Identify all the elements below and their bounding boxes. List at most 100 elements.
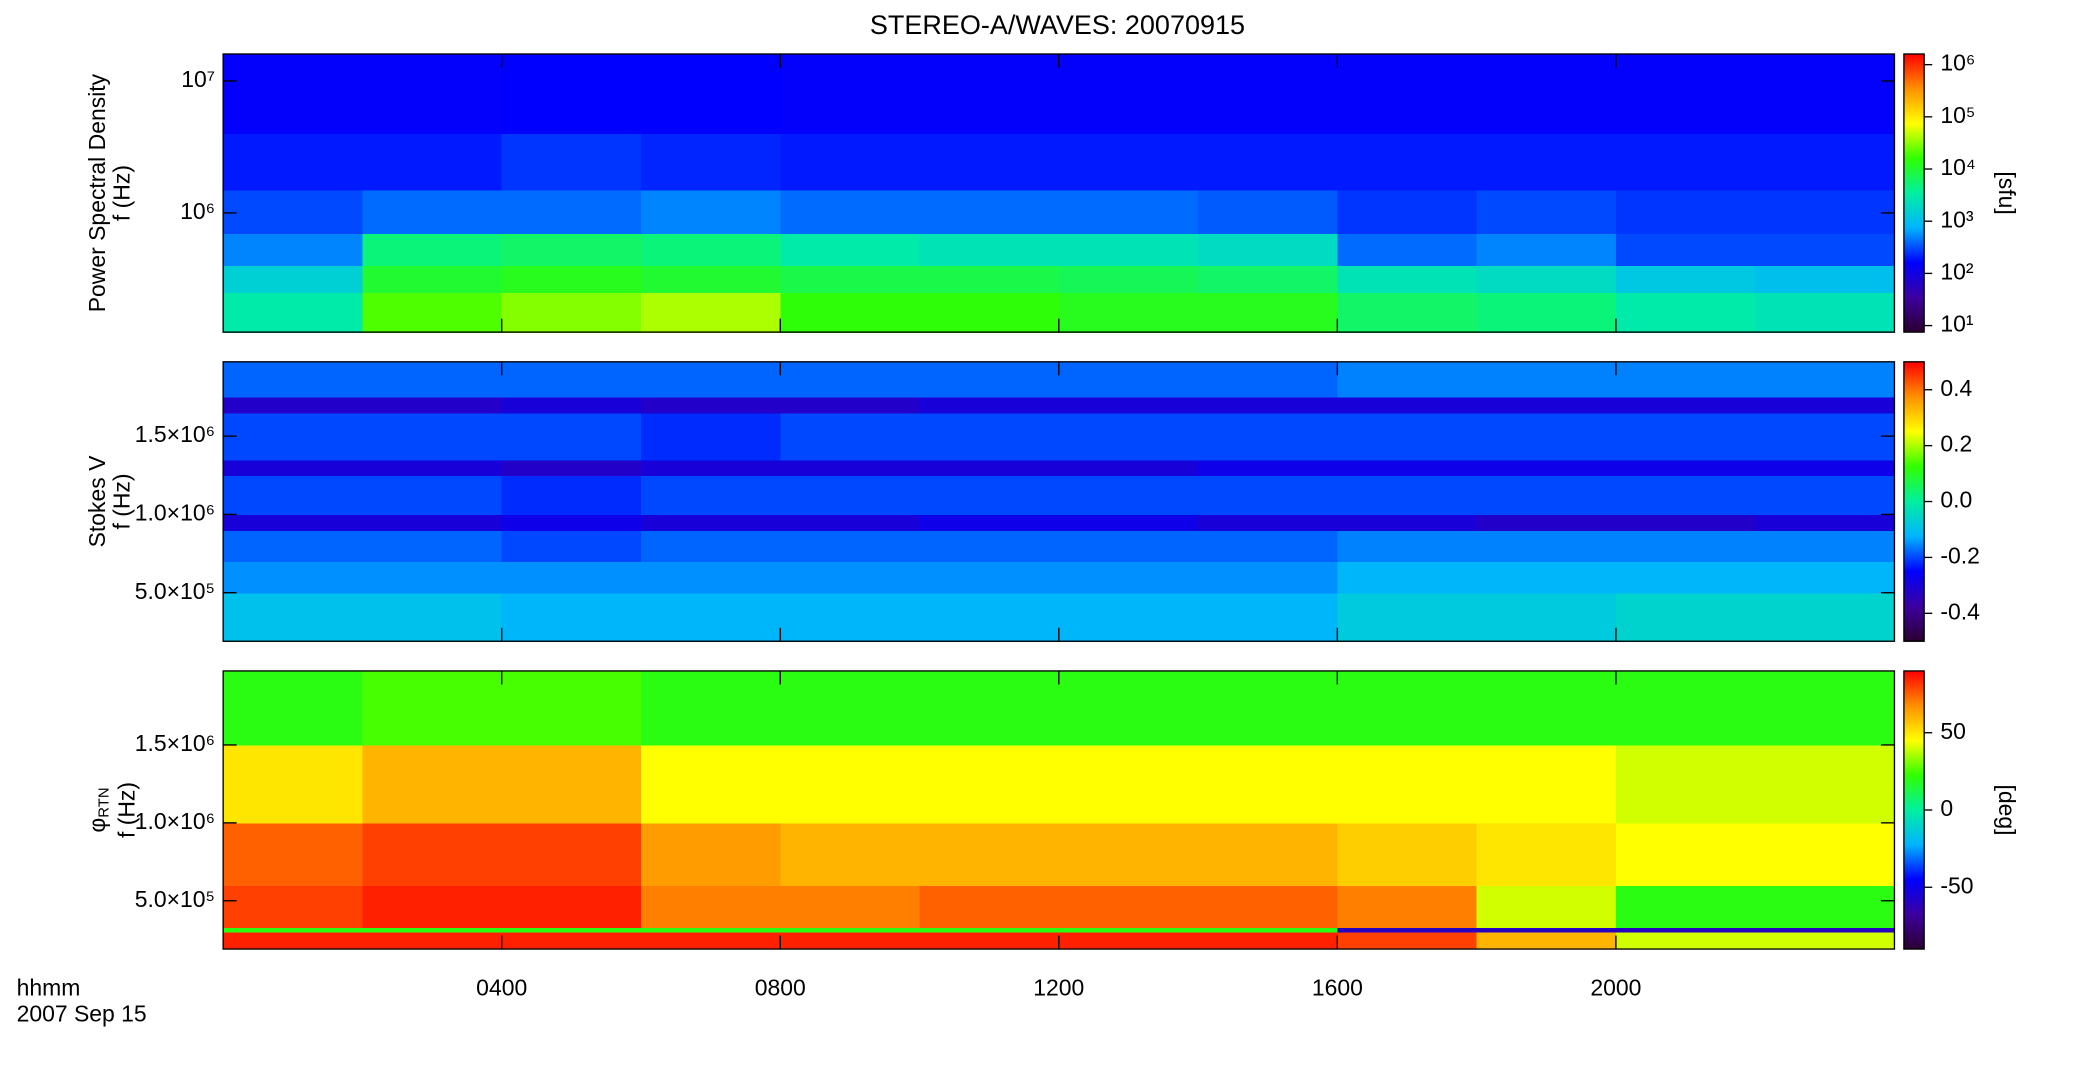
x-tick-label: 0400: [476, 975, 527, 1001]
heatmap-cell: [223, 459, 364, 476]
heatmap-cell: [223, 822, 364, 886]
heatmap-cell: [223, 189, 364, 235]
heatmap-cell: [1198, 133, 1339, 191]
heatmap-cell: [640, 265, 781, 294]
y-tick-label: 10⁶: [180, 198, 215, 224]
heatmap-cell: [501, 361, 642, 398]
heatmap-cell: [1198, 475, 1339, 516]
y-axis-label-line: Power Spectral Density: [84, 73, 110, 312]
heatmap-cell: [501, 459, 642, 476]
heatmap-cell: [1476, 931, 1617, 950]
heatmap-cell: [1198, 54, 1339, 135]
heatmap-cell: [1755, 397, 1896, 414]
heatmap-cell: [640, 233, 781, 267]
heatmap-cell: [780, 885, 921, 928]
heatmap-cell: [780, 530, 921, 563]
heatmap-cell: [1198, 927, 1339, 933]
heatmap-cell: [1615, 133, 1756, 191]
heatmap-cell: [1615, 530, 1756, 563]
heatmap-cell: [362, 397, 503, 414]
heatmap-cell: [919, 670, 1060, 746]
heatmap-cell: [501, 822, 642, 886]
heatmap-cell: [919, 475, 1060, 516]
heatmap-cell: [919, 133, 1060, 191]
heatmap-cell: [223, 133, 364, 191]
heatmap-cell: [1198, 592, 1339, 642]
heatmap-cell: [919, 530, 1060, 563]
heatmap-cell: [919, 744, 1060, 824]
heatmap-cell: [1615, 931, 1756, 950]
heatmap-cell: [1337, 459, 1478, 476]
heatmap-cell: [1476, 822, 1617, 886]
heatmap-cell: [501, 514, 642, 531]
colorbar-tick-label: 10¹: [1940, 311, 1974, 337]
heatmap-cell: [919, 189, 1060, 235]
heatmap-cell: [1755, 931, 1896, 950]
heatmap-cell: [1198, 514, 1339, 531]
heatmap-cell: [362, 514, 503, 531]
heatmap-cell: [1198, 670, 1339, 746]
colorbar-tick-label: 0: [1940, 795, 1953, 821]
heatmap-cell: [1755, 885, 1896, 928]
heatmap-cell: [1476, 475, 1617, 516]
y-axis-label-subscript: RTN: [96, 787, 112, 817]
heatmap-cell: [223, 561, 364, 594]
colorbar-tick-label: 50: [1940, 718, 1966, 744]
heatmap-cell: [362, 670, 503, 746]
heatmap-cell: [501, 397, 642, 414]
heatmap-cell: [640, 885, 781, 928]
heatmap-cell: [501, 670, 642, 746]
heatmap-cell: [501, 530, 642, 563]
heatmap-cell: [1755, 592, 1896, 642]
heatmap-cell: [1058, 670, 1199, 746]
heatmap-cell: [501, 292, 642, 333]
heatmap-cell: [223, 670, 364, 746]
colorbar: [1903, 670, 1925, 950]
heatmap-cell: [1058, 592, 1199, 642]
heatmap-cell: [1337, 931, 1478, 950]
heatmap-cell: [640, 412, 781, 461]
y-axis-label-line: Stokes V: [84, 455, 110, 547]
heatmap-cell: [1476, 292, 1617, 333]
heatmap-cell: [1615, 54, 1756, 135]
colorbar-tick-label: 0.4: [1940, 375, 1972, 401]
heatmap-cell: [223, 514, 364, 531]
heatmap-cell: [1755, 292, 1896, 333]
heatmap-cell: [1337, 292, 1478, 333]
heatmap-cell: [1198, 744, 1339, 824]
heatmap-cell: [1198, 361, 1339, 398]
heatmap-cell: [1058, 475, 1199, 516]
heatmap-cell: [1058, 459, 1199, 476]
heatmap-cell: [1615, 561, 1756, 594]
heatmap-cell: [501, 133, 642, 191]
heatmap-cell: [362, 885, 503, 928]
heatmap-cell: [919, 233, 1060, 267]
heatmap-cell: [919, 885, 1060, 928]
heatmap-cell: [1337, 133, 1478, 191]
heatmap-cell: [640, 592, 781, 642]
heatmap-cell: [1337, 265, 1478, 294]
heatmap-cell: [1615, 265, 1756, 294]
heatmap-cell: [1476, 233, 1617, 267]
heatmap-cell: [919, 561, 1060, 594]
heatmap-cell: [640, 361, 781, 398]
heatmap-cell: [362, 822, 503, 886]
colorbar: [1903, 361, 1925, 642]
heatmap-cell: [1755, 670, 1896, 746]
heatmap-cell: [780, 744, 921, 824]
heatmap-cell: [1337, 530, 1478, 563]
heatmap-cell: [1198, 265, 1339, 294]
heatmap-cell: [501, 475, 642, 516]
heatmap-cell: [1476, 744, 1617, 824]
heatmap-cell: [1058, 927, 1199, 933]
heatmap-cell: [640, 459, 781, 476]
heatmap-cell: [1337, 927, 1478, 933]
colorbar-tick-label: -50: [1940, 872, 1973, 898]
heatmap-cell: [1337, 885, 1478, 928]
heatmap-cell: [223, 530, 364, 563]
heatmap-cell: [640, 931, 781, 950]
heatmap-cell: [223, 744, 364, 824]
y-tick-label: 5.0×10⁵: [135, 578, 215, 604]
heatmap-cell: [1615, 459, 1756, 476]
